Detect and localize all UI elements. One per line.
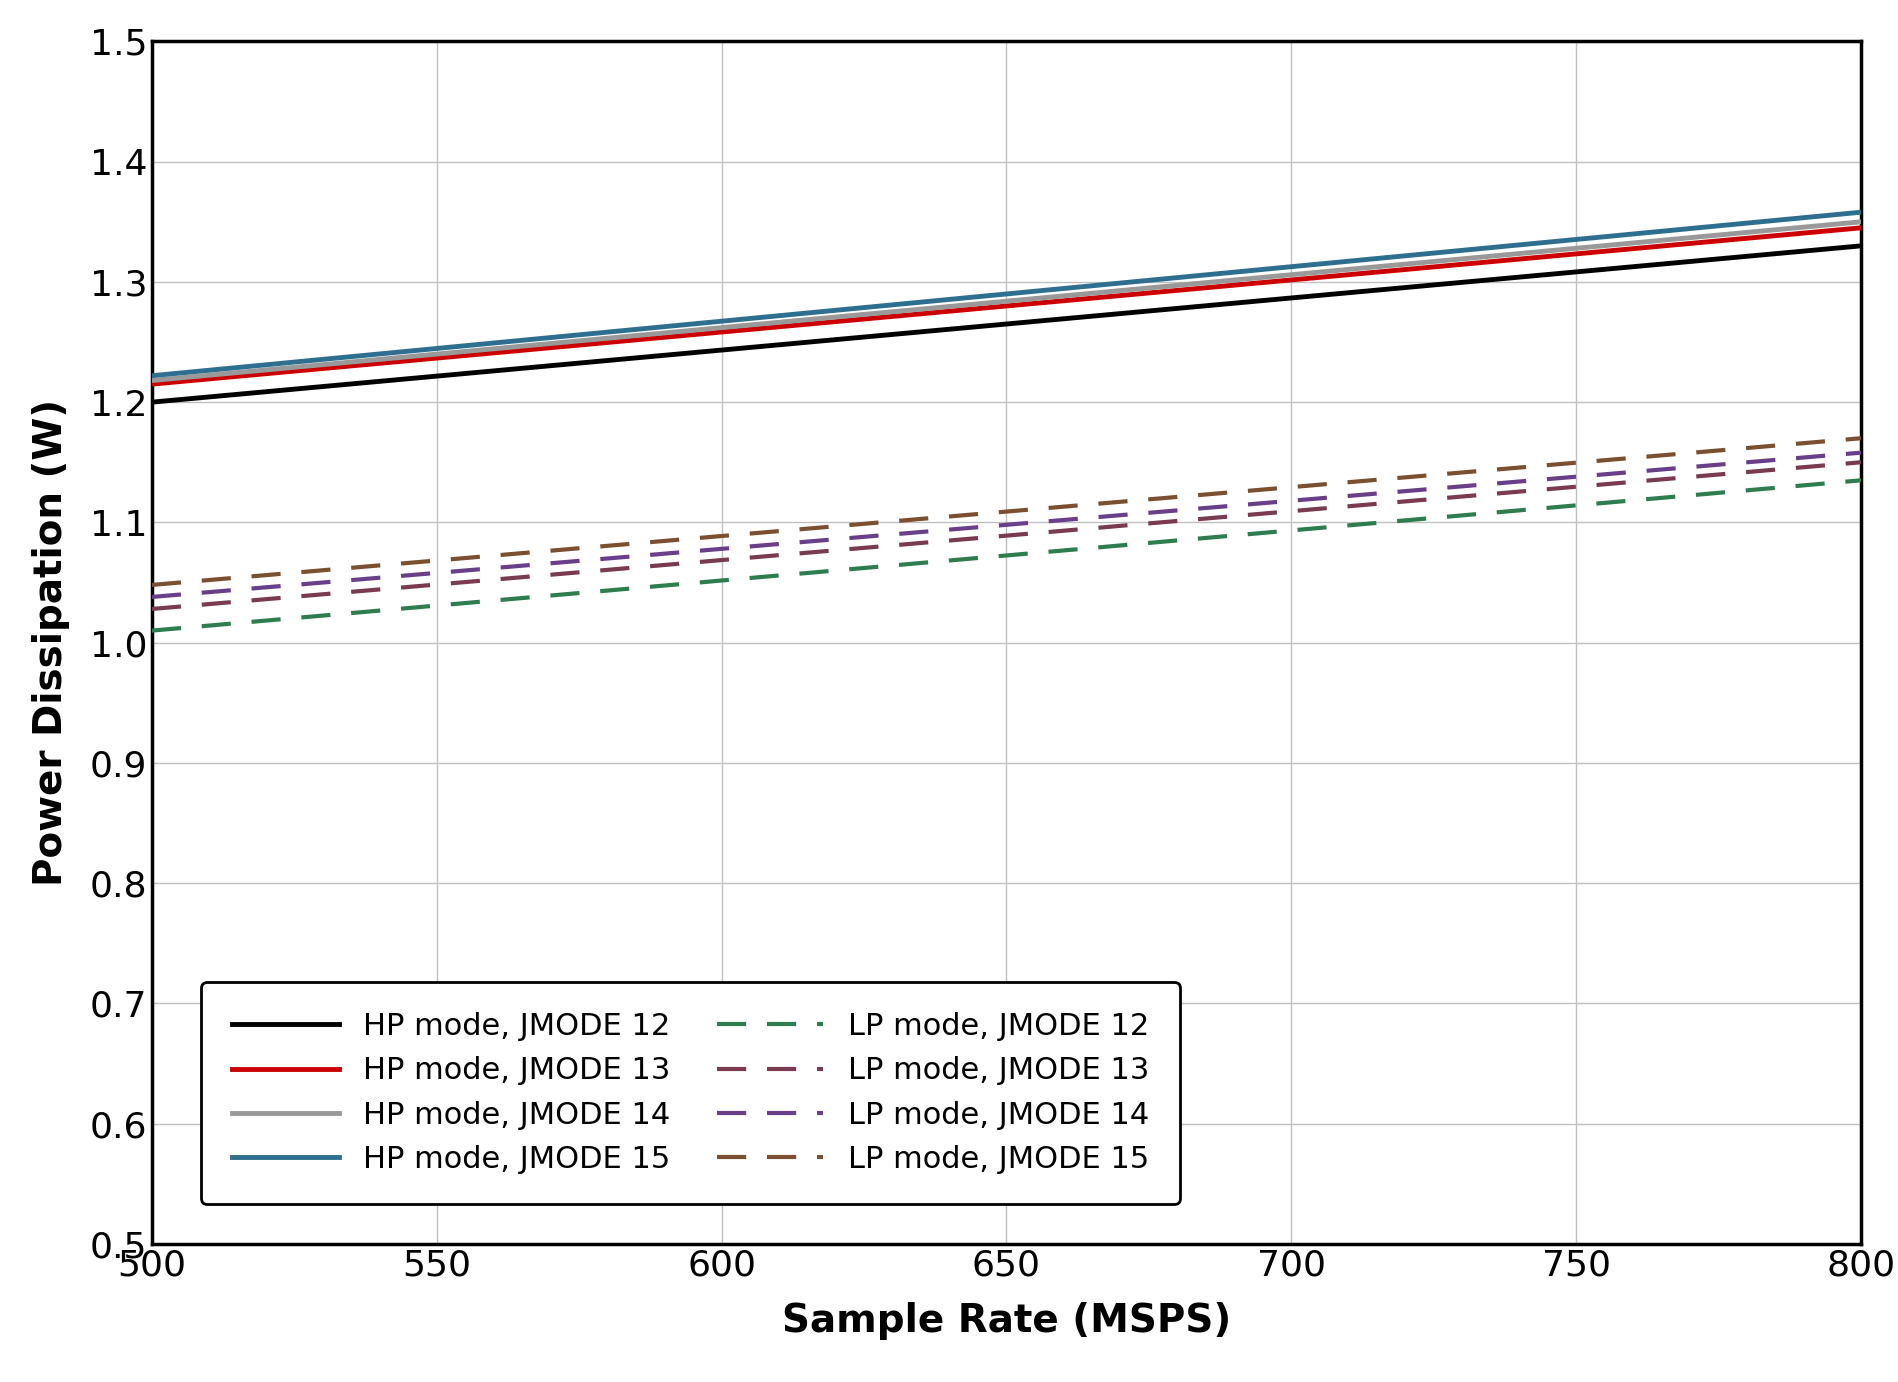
Y-axis label: Power Dissipation (W): Power Dissipation (W)	[32, 399, 70, 886]
Legend: HP mode, JMODE 12, HP mode, JMODE 13, HP mode, JMODE 14, HP mode, JMODE 15, LP m: HP mode, JMODE 12, HP mode, JMODE 13, HP…	[201, 981, 1179, 1205]
X-axis label: Sample Rate (MSPS): Sample Rate (MSPS)	[782, 1302, 1230, 1341]
